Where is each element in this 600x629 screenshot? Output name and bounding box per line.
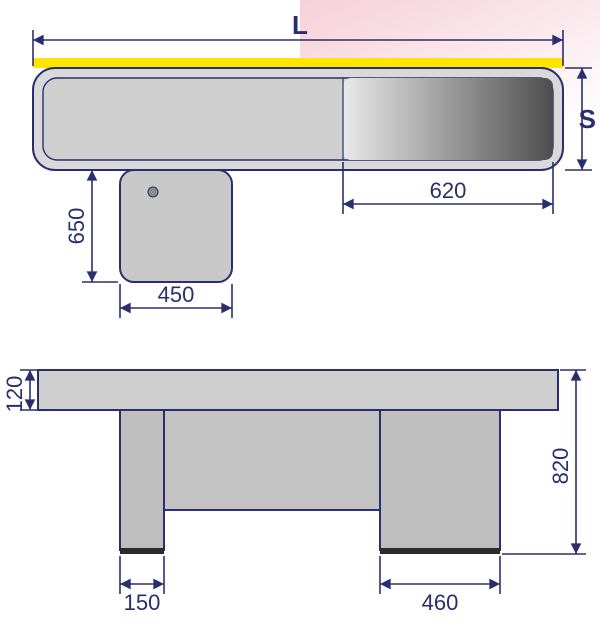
label-L: L <box>292 10 308 40</box>
plan-pedestal-hole <box>148 187 158 197</box>
front-top-slab <box>38 370 558 410</box>
length-highlight <box>33 58 563 68</box>
dim-value-450: 450 <box>158 282 195 307</box>
front-left-foot <box>120 548 164 554</box>
label-S: S <box>579 104 596 134</box>
dim-value-120: 120 <box>2 376 27 413</box>
technical-drawing: L S 620 650 450 <box>0 0 600 629</box>
front-left-leg <box>120 410 164 550</box>
dim-value-460: 460 <box>422 590 459 615</box>
dim-value-820: 820 <box>548 448 573 485</box>
plan-pedestal <box>120 170 232 282</box>
dim-value-150: 150 <box>124 590 161 615</box>
dim-value-650: 650 <box>64 208 89 245</box>
plan-dark-panel <box>343 78 553 160</box>
dim-value-620: 620 <box>430 178 467 203</box>
front-right-foot <box>380 548 500 554</box>
front-right-leg <box>380 410 500 550</box>
